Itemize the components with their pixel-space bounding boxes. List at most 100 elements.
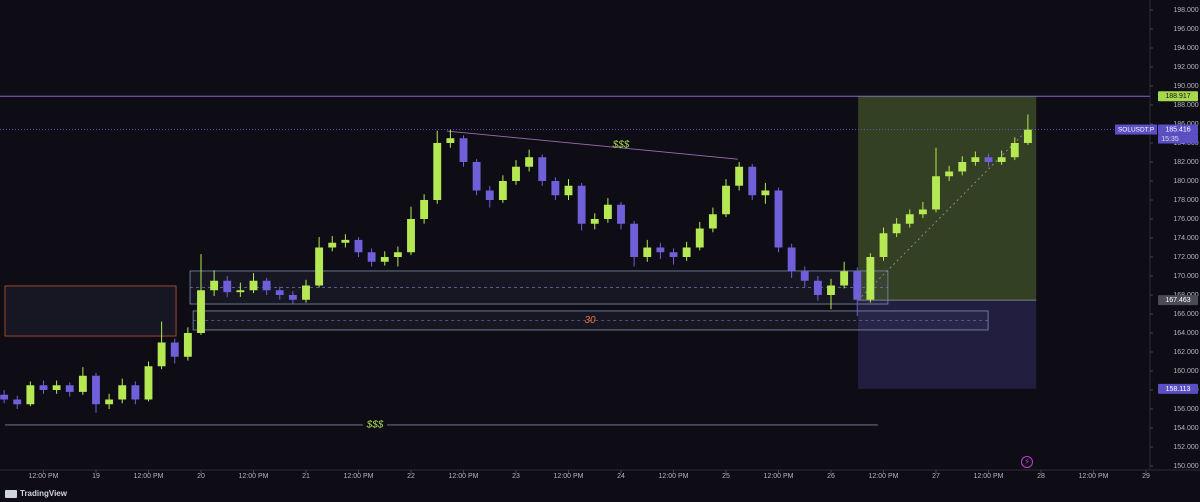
candle-body: [813, 280, 822, 295]
candle-body: [525, 157, 534, 167]
candle-body: [892, 223, 901, 234]
x-tick-label: 12:00 PM: [449, 473, 479, 480]
profit-zone: [858, 96, 1037, 301]
candle-body: [249, 280, 258, 291]
x-tick-label: 12:00 PM: [344, 473, 374, 480]
candle-body: [866, 256, 875, 300]
entry-price-tag: 167.463: [1165, 297, 1190, 304]
symbol-tag: SOLUSDT.P: [1118, 126, 1154, 133]
candle-body: [262, 280, 271, 291]
logo-icon: [5, 490, 17, 498]
candle-body: [459, 138, 468, 162]
candle-body: [997, 157, 1006, 162]
target-price-tag-bg: [1158, 91, 1198, 102]
candle-body: [315, 247, 324, 286]
candle-body: [617, 204, 625, 224]
x-tick-label: 12:00 PM: [554, 473, 584, 480]
symbol-tag-bg: [1115, 124, 1157, 135]
candle-body: [827, 285, 835, 295]
x-tick-label: 19: [92, 473, 100, 480]
candle-body: [708, 214, 717, 229]
stop-price-tag-bg: [1158, 383, 1198, 394]
x-tick-label: 12:00 PM: [659, 473, 689, 480]
candle-body: [197, 290, 205, 333]
candle-body: [630, 223, 639, 257]
candle-body: [288, 294, 297, 300]
y-tick-label: 186.000: [1173, 121, 1198, 128]
candle-body: [472, 161, 481, 191]
candle-body: [905, 214, 914, 224]
candle-body: [39, 385, 48, 391]
candle-body: [446, 138, 455, 143]
y-tick-label: 174.000: [1173, 235, 1198, 242]
candle-body: [302, 285, 310, 300]
line-label: $$$: [612, 140, 630, 151]
countdown-bg: [1158, 134, 1198, 144]
candle-body: [144, 366, 153, 400]
x-tick-label: 29: [1142, 473, 1150, 480]
candle-body: [92, 375, 100, 405]
candle-body: [275, 290, 284, 295]
y-tick-label: 176.000: [1173, 216, 1198, 223]
candle-body: [551, 180, 560, 196]
x-tick-label: 27: [932, 473, 940, 480]
x-tick-label: 28: [1037, 473, 1045, 480]
candle-body: [223, 280, 232, 293]
x-tick-label: 12:00 PM: [974, 473, 1004, 480]
candle-body: [354, 239, 363, 253]
y-tick-label: 188.000: [1173, 102, 1198, 109]
y-tick-label: 164.000: [1173, 330, 1198, 337]
candle-body: [105, 399, 114, 405]
candle-body: [879, 233, 888, 257]
y-tick-label: 198.000: [1173, 7, 1198, 14]
candle-body: [170, 342, 179, 357]
candle-body: [748, 166, 757, 196]
x-tick-label: 23: [512, 473, 520, 480]
candle-body: [1023, 129, 1032, 143]
candle-body: [853, 271, 862, 300]
candle-body: [367, 252, 376, 262]
candle-body: [393, 252, 402, 257]
candle-body: [157, 342, 166, 367]
loss-zone: [858, 300, 1037, 389]
candle-body: [52, 385, 61, 391]
target-price-tag: 188.917: [1165, 93, 1190, 100]
x-tick-label: 12:00 PM: [134, 473, 164, 480]
candle-body: [722, 185, 730, 215]
x-tick-label: 26: [827, 473, 835, 480]
candle-body: [485, 190, 494, 200]
candle-body: [407, 218, 415, 253]
y-tick-label: 150.000: [1173, 463, 1198, 470]
candle-body: [498, 180, 507, 200]
x-tick-label: 25: [722, 473, 730, 480]
candle-body: [433, 142, 442, 200]
y-tick-label: 194.000: [1173, 45, 1198, 52]
candle-body: [380, 256, 389, 262]
candle-body: [183, 332, 192, 357]
candle-body: [945, 171, 954, 177]
x-tick-label: 12:00 PM: [1079, 473, 1109, 480]
last-price-tag-bg: [1158, 124, 1198, 135]
label-bg: [363, 418, 387, 431]
x-tick-label: 20: [197, 473, 205, 480]
zone-label: 30: [584, 315, 596, 326]
logo-text: TradingView: [20, 489, 68, 498]
entry-price-tag-bg: [1158, 295, 1198, 306]
y-tick-label: 156.000: [1173, 406, 1198, 413]
last-price-tag: 185.416: [1165, 126, 1190, 133]
candle-body: [26, 385, 35, 405]
y-tick-label: 180.000: [1173, 178, 1198, 185]
candle-body: [564, 185, 573, 196]
x-tick-label: 12:00 PM: [239, 473, 269, 480]
y-tick-label: 170.000: [1173, 273, 1198, 280]
alert-icon: ⚡: [1024, 456, 1030, 466]
candle-body: [603, 204, 612, 219]
drawn-line: [446, 130, 738, 160]
candle-body: [577, 185, 586, 224]
y-tick-label: 162.000: [1173, 349, 1198, 356]
candle-body: [13, 399, 22, 405]
candle-body: [800, 271, 809, 281]
zone: [4, 285, 177, 337]
